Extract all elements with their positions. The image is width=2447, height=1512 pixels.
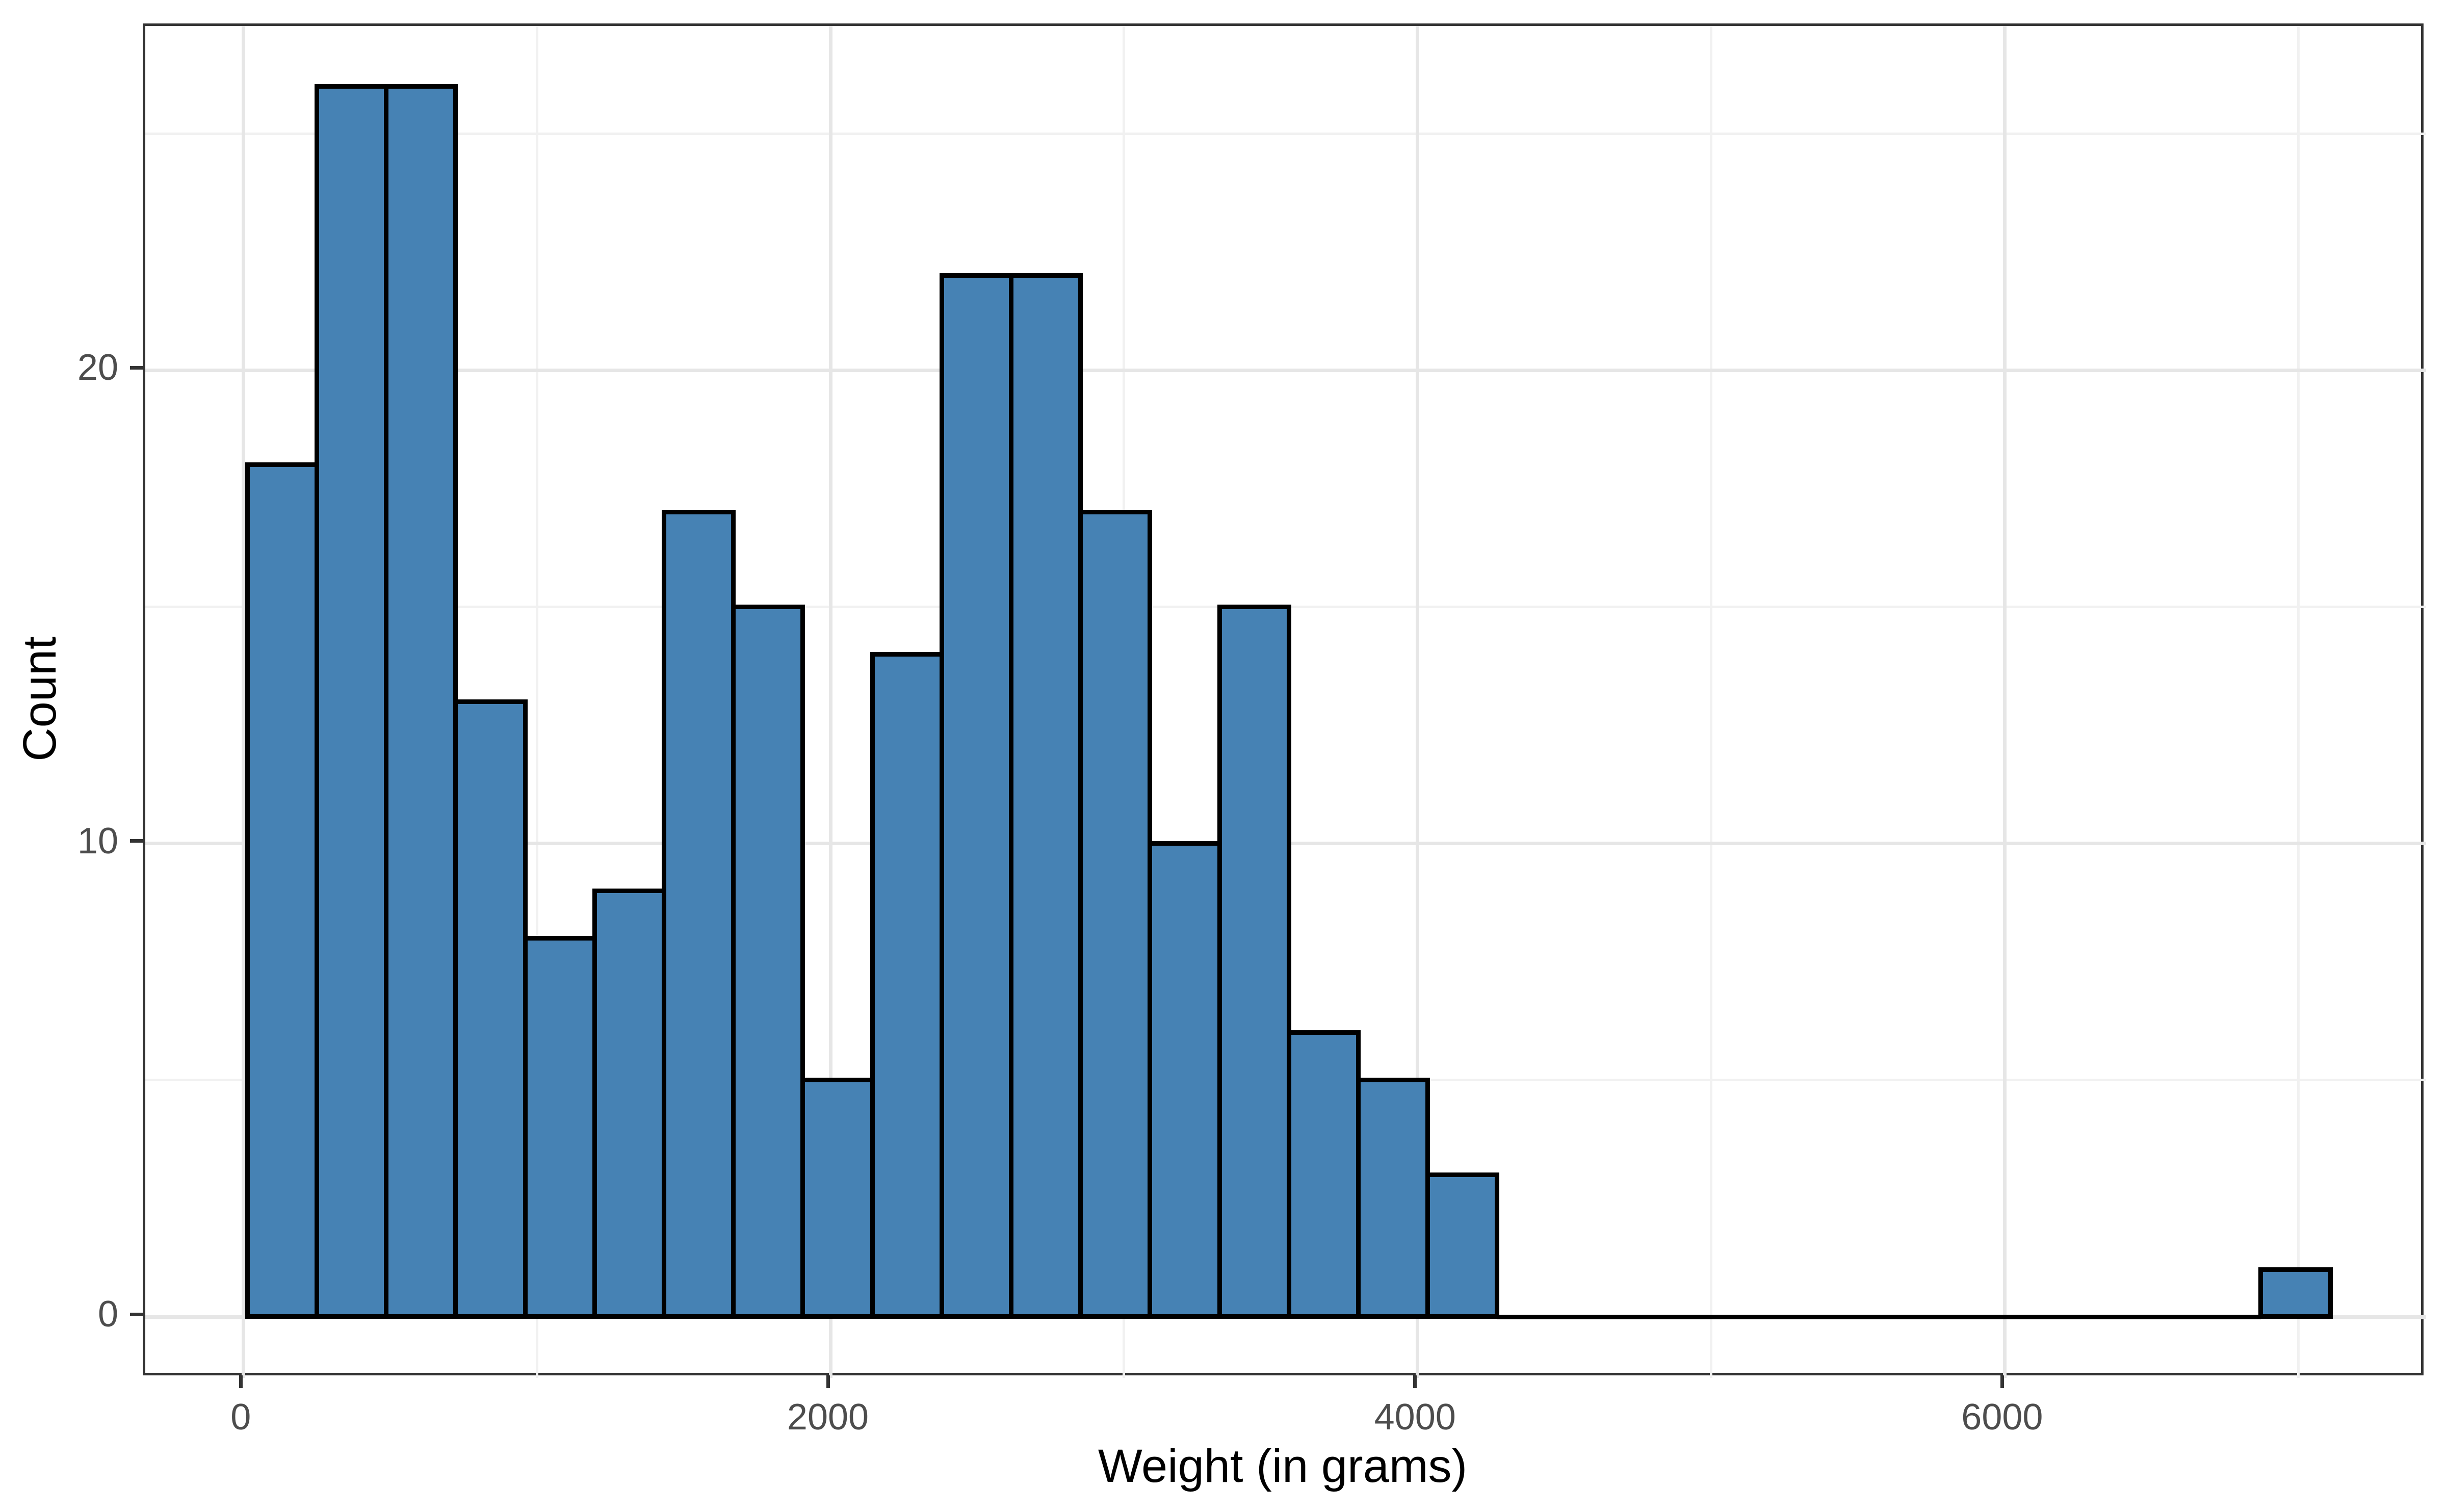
x-tick-mark <box>826 1375 830 1388</box>
histogram-bar <box>870 651 944 1319</box>
histogram-bar <box>1008 273 1083 1319</box>
histogram-bar <box>384 84 458 1319</box>
y-tick-mark <box>130 366 143 370</box>
histogram-bar <box>800 1078 875 1319</box>
histogram-bar <box>453 699 528 1319</box>
histogram-bar <box>939 273 1013 1319</box>
histogram-bar <box>731 604 805 1319</box>
histogram-bar <box>315 84 389 1319</box>
histogram-bar <box>1217 604 1291 1319</box>
x-tick-mark <box>239 1375 243 1388</box>
y-tick-label: 10 <box>77 820 118 862</box>
histogram-bar <box>1356 1078 1430 1319</box>
histogram-bar <box>245 462 320 1319</box>
y-tick-label: 20 <box>77 347 118 388</box>
x-tick-mark <box>1413 1375 1417 1388</box>
x-tick-label: 2000 <box>787 1397 869 1438</box>
x-major-gridline <box>828 26 832 1378</box>
histogram-bar <box>1078 510 1153 1319</box>
x-tick-label: 4000 <box>1374 1397 1456 1438</box>
histogram-bar <box>1286 1030 1361 1319</box>
x-tick-label: 6000 <box>1961 1397 2043 1438</box>
y-tick-mark <box>130 1312 143 1316</box>
y-minor-gridline <box>145 132 2426 135</box>
x-major-gridline <box>1416 26 1420 1378</box>
y-axis-title: Count <box>14 636 66 762</box>
histogram-bar <box>1425 1172 1500 1319</box>
x-minor-gridline <box>2297 26 2300 1378</box>
x-axis-title: Weight (in grams) <box>1098 1440 1468 1492</box>
histogram-bar <box>2258 1267 2333 1319</box>
histogram-bar <box>592 888 666 1319</box>
x-major-gridline <box>2002 26 2007 1378</box>
y-tick-mark <box>130 839 143 843</box>
y-major-gridline <box>145 368 2426 372</box>
plot-panel <box>143 23 2426 1378</box>
y-tick-label: 0 <box>97 1294 118 1335</box>
x-tick-label: 0 <box>230 1397 251 1438</box>
histogram-bar <box>661 510 736 1319</box>
histogram-bar <box>523 935 597 1319</box>
x-major-gridline <box>241 26 245 1378</box>
histogram-bar <box>1148 841 1222 1319</box>
x-tick-mark <box>2000 1375 2004 1388</box>
x-minor-gridline <box>1710 26 1713 1378</box>
zero-count-baseline <box>1497 1314 2261 1319</box>
x-minor-gridline <box>535 26 538 1378</box>
